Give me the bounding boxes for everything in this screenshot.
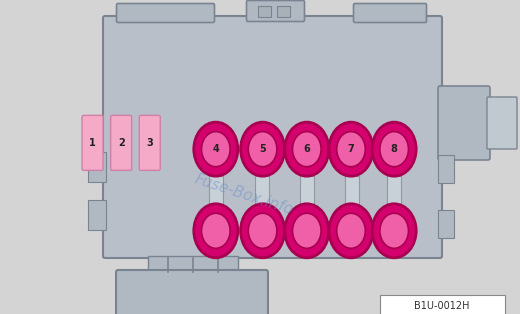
Ellipse shape <box>292 213 321 248</box>
FancyBboxPatch shape <box>487 97 517 149</box>
Text: 3: 3 <box>147 138 153 148</box>
Bar <box>345 176 358 206</box>
FancyBboxPatch shape <box>139 115 160 171</box>
Text: Fuse-Box.info: Fuse-Box.info <box>193 172 296 218</box>
FancyBboxPatch shape <box>354 3 426 23</box>
Text: 1: 1 <box>89 138 96 148</box>
Bar <box>387 176 401 206</box>
Bar <box>255 176 268 206</box>
Ellipse shape <box>372 122 416 176</box>
FancyBboxPatch shape <box>82 115 103 171</box>
Ellipse shape <box>329 204 373 258</box>
Ellipse shape <box>285 204 329 258</box>
Text: 7: 7 <box>348 144 354 154</box>
Ellipse shape <box>194 122 238 176</box>
Text: 5: 5 <box>259 144 266 154</box>
FancyBboxPatch shape <box>116 270 268 314</box>
Ellipse shape <box>201 132 230 167</box>
Ellipse shape <box>329 122 373 176</box>
Bar <box>438 210 454 238</box>
Ellipse shape <box>380 213 409 248</box>
Text: B1U-0012H: B1U-0012H <box>414 301 470 311</box>
Bar <box>300 176 314 206</box>
FancyBboxPatch shape <box>438 86 490 160</box>
FancyBboxPatch shape <box>246 1 305 21</box>
Ellipse shape <box>241 204 284 258</box>
Text: 2: 2 <box>118 138 124 148</box>
Bar <box>438 155 454 183</box>
Ellipse shape <box>380 132 409 167</box>
Text: 4: 4 <box>213 144 219 154</box>
Ellipse shape <box>372 204 416 258</box>
Bar <box>380 295 505 314</box>
Ellipse shape <box>249 132 277 167</box>
Bar <box>209 176 223 206</box>
FancyBboxPatch shape <box>111 115 132 171</box>
Ellipse shape <box>241 122 284 176</box>
Bar <box>88 200 106 230</box>
Ellipse shape <box>292 132 321 167</box>
Bar <box>88 152 106 182</box>
Ellipse shape <box>285 122 329 176</box>
Text: 8: 8 <box>391 144 398 154</box>
FancyBboxPatch shape <box>116 3 215 23</box>
Ellipse shape <box>249 213 277 248</box>
FancyBboxPatch shape <box>103 16 442 258</box>
Ellipse shape <box>337 213 365 248</box>
Bar <box>148 256 238 274</box>
Bar <box>277 6 290 17</box>
Ellipse shape <box>337 132 365 167</box>
Ellipse shape <box>201 213 230 248</box>
Ellipse shape <box>194 204 238 258</box>
Bar <box>258 6 271 17</box>
Text: 6: 6 <box>304 144 310 154</box>
